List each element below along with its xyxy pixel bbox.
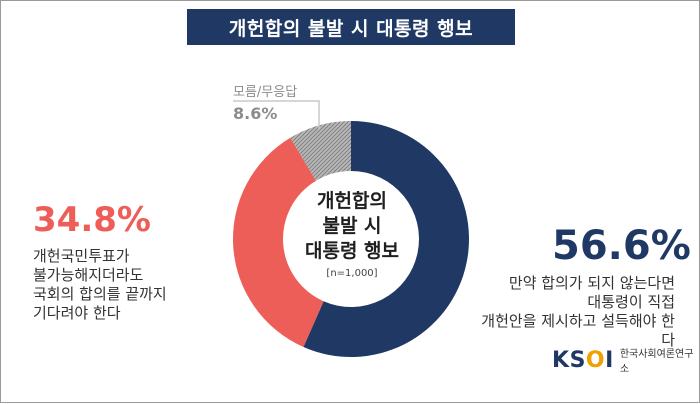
- slice-wait: [233, 137, 324, 347]
- slice-value-wait: 34.8%: [33, 200, 151, 240]
- center-title-line-1: 개헌합의: [317, 190, 387, 212]
- slice-label-president: 만약 합의가 되지 않는다면 대통령이 직접 개헌안을 제시하고 설득해야 한다: [479, 274, 675, 350]
- chart-title-bar: 개헌합의 불발 시 대통령 행보: [187, 9, 515, 45]
- ksoi-logo: KSOI 한국사회여론연구소: [552, 345, 699, 376]
- slice-value-dontknow: 8.6%: [233, 104, 278, 123]
- slice-president: [303, 121, 470, 357]
- center-label: 개헌합의 불발 시 대통령 행보 [n=1,000]: [283, 189, 421, 279]
- slice-label-wait: 개헌국민투표가 불가능해지더라도 국회의 합의를 끝까지 기다려야 한다: [33, 247, 167, 323]
- slice-value-president: 56.6%: [552, 223, 691, 269]
- slice-label-wait-line-3: 국회의 합의를 끝까지: [33, 285, 167, 303]
- logo-mark: KSOI: [552, 347, 614, 373]
- slice-label-wait-line-1: 개헌국민투표가: [33, 247, 130, 265]
- slice-label-president-line-2: 대통령이 직접: [587, 293, 675, 311]
- slice-label-dontknow: 모름/무응답: [233, 85, 298, 100]
- sample-size-note: [n=1,000]: [326, 268, 378, 279]
- slice-dontknow: [290, 121, 351, 181]
- slice-label-president-line-3: 개헌안을 제시하고 설득해야 한다: [481, 312, 675, 349]
- center-title-line-3: 대통령 행보: [304, 240, 399, 262]
- slice-label-wait-line-4: 기다려야 한다: [33, 304, 121, 322]
- slice-label-president-line-1: 만약 합의가 되지 않는다면: [508, 274, 675, 292]
- slice-label-wait-line-2: 불가능해지더라도: [33, 266, 144, 284]
- logo-name: 한국사회여론연구소: [619, 349, 694, 375]
- chart-title: 개헌합의 불발 시 대통령 행보: [228, 17, 474, 40]
- center-title-line-2: 불발 시: [322, 215, 382, 237]
- leader-line-dontknow: [233, 100, 320, 129]
